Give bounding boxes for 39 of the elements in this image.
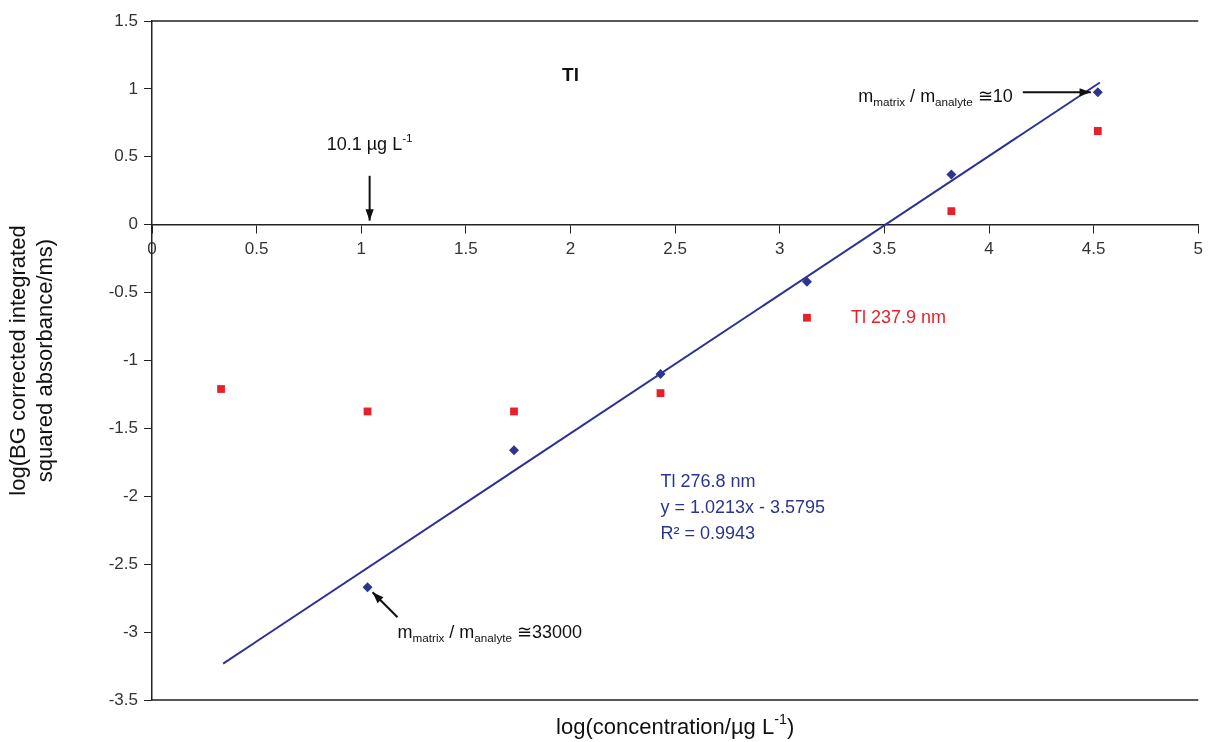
y-tick-label: -0.5: [108, 282, 138, 302]
y-tick-label: -3.5: [108, 689, 138, 709]
y-tick-label: 1.5: [114, 10, 138, 30]
text: Tl: [562, 63, 579, 85]
x-tick-label: 3.5: [872, 238, 897, 258]
x-tick-label: 3: [775, 238, 785, 258]
point: [217, 385, 225, 393]
point: [801, 276, 812, 287]
y-tick-label: -2.5: [108, 553, 138, 573]
text: Tl 237.9 nm: [850, 306, 947, 327]
y-tick-label: 1: [128, 78, 138, 98]
point: [655, 369, 666, 380]
y-tick-label: 0.5: [114, 146, 138, 166]
y-axis-title: log(BG corrected integrated squared absorbance/ms): [5, 225, 57, 496]
point: [803, 313, 811, 322]
annotation: y = 1.0213x - 3.5795: [660, 497, 826, 518]
point: [1092, 87, 1103, 98]
point: [1093, 127, 1102, 135]
x-tick-label: 1.5: [454, 238, 478, 258]
point: [509, 445, 520, 456]
text: Tl 276.8 nm: [660, 471, 756, 492]
y-tick-label: -2: [122, 485, 138, 505]
point: [656, 389, 665, 397]
annotation: R² = 0.9943: [660, 523, 756, 544]
y-tick-label: -1.5: [108, 418, 138, 438]
x-tick-label: 4: [984, 238, 994, 258]
y-tick-label: -3: [122, 621, 138, 641]
y-tick-label: 0: [128, 214, 138, 234]
point: [362, 582, 373, 593]
x-tick-label: 1: [356, 238, 366, 258]
x-tick-label: 2.5: [663, 238, 687, 258]
point: [946, 169, 957, 180]
x-tick-label: 2: [565, 238, 576, 258]
x-tick-label: 4.5: [1081, 238, 1106, 258]
point: [510, 407, 518, 416]
x-tick-label: 0.5: [244, 238, 269, 258]
point: [947, 207, 956, 216]
x-tick-label: 5: [1193, 238, 1204, 258]
y-tick-label: -1: [122, 350, 138, 370]
